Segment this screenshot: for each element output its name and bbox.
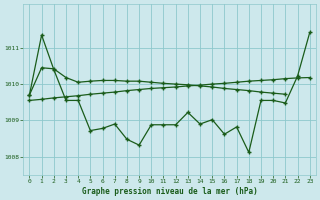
X-axis label: Graphe pression niveau de la mer (hPa): Graphe pression niveau de la mer (hPa) xyxy=(82,187,258,196)
